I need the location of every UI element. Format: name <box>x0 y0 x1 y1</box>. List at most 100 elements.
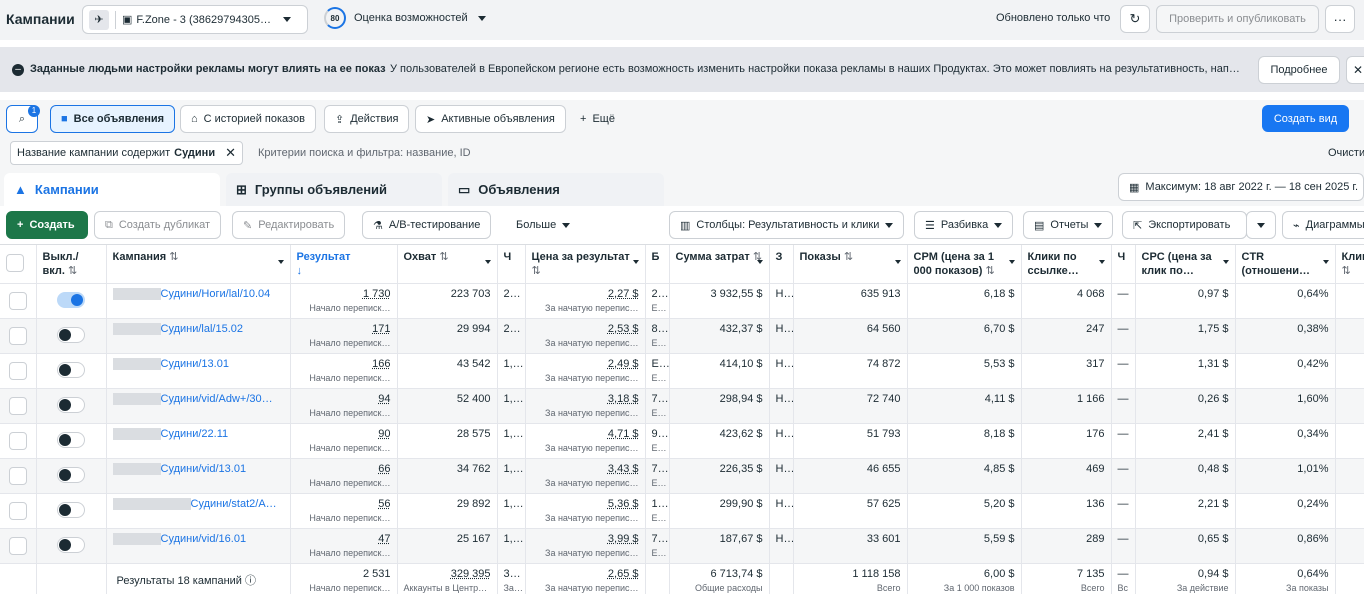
campaign-cell[interactable]: Судини/13.01 <box>106 354 290 389</box>
ab-test-button[interactable]: ⚗ A/B-тестирование <box>362 211 491 239</box>
status-toggle[interactable] <box>57 502 85 518</box>
refresh-button[interactable]: ↻ <box>1120 5 1150 33</box>
charts-button[interactable]: ⌁ Диаграммы <box>1282 211 1364 239</box>
status-toggle[interactable] <box>57 292 85 308</box>
campaign-name-link[interactable]: Судини/vid/16.01 <box>161 533 247 545</box>
account-selector[interactable]: ✈ ▣ F.Zone - 3 (38629794305… <box>82 5 308 34</box>
status-toggle[interactable] <box>57 537 85 553</box>
filter-with-history[interactable]: ⌂ С историей показов <box>180 105 316 133</box>
header-clicks[interactable]: Клики (в ⇅ <box>1335 245 1364 284</box>
opportunity-score[interactable]: 80 Оценка возможностей <box>324 7 486 29</box>
learn-more-button[interactable]: Подробнее <box>1258 56 1340 84</box>
campaign-name-link[interactable]: Судини/vid/13.01 <box>161 463 247 475</box>
campaign-cell[interactable]: Судини/Ноги/lal/10.04 <box>106 284 290 319</box>
create-button[interactable]: + Создать <box>6 211 88 239</box>
date-range-picker[interactable]: ▦ Максимум: 18 авг 2022 г. — 18 сен 2025 … <box>1118 173 1364 201</box>
table-row[interactable]: Судини/22.11 90 Начало переписк… 28 575 1,… 4… <box>0 424 1364 459</box>
header-ctr[interactable]: CTR (отношени… <box>1235 245 1335 284</box>
table-row[interactable]: Судини/vid/13.01 66 Начало переписк… 34 762… <box>0 459 1364 494</box>
header-budget[interactable]: Б <box>645 245 669 284</box>
row-checkbox[interactable] <box>0 494 36 529</box>
row-toggle[interactable] <box>36 529 106 564</box>
select-all-checkbox[interactable] <box>0 245 36 284</box>
header-cpc[interactable]: CPC (цена за клик по… <box>1135 245 1235 284</box>
row-toggle[interactable] <box>36 494 106 529</box>
filter-chip[interactable]: Название кампании содержит Судини ✕ <box>10 141 243 165</box>
header-spend[interactable]: Сумма затрат ⇅ <box>669 245 769 284</box>
row-checkbox[interactable] <box>0 459 36 494</box>
header-ends[interactable]: З <box>769 245 793 284</box>
row-checkbox[interactable] <box>0 424 36 459</box>
campaign-name-link[interactable]: Судини/vid/Adw+/30… <box>161 393 273 405</box>
row-checkbox[interactable] <box>0 284 36 319</box>
more-button[interactable]: Больше <box>506 211 580 239</box>
breakdown-button[interactable]: ☰ Разбивка <box>914 211 1013 239</box>
row-checkbox[interactable] <box>0 529 36 564</box>
table-row[interactable]: Судини/stat2/A… 56 Начало переписк… 29 892 1… <box>0 494 1364 529</box>
row-toggle[interactable] <box>36 284 106 319</box>
table-row[interactable]: Судини/vid/16.01 47 Начало переписк… 25 167… <box>0 529 1364 564</box>
table-row[interactable]: Судини/13.01 166 Начало переписк… 43 542 1,…… <box>0 354 1364 389</box>
campaign-cell[interactable]: Судини/vid/Adw+/30… <box>106 389 290 424</box>
header-link-clicks[interactable]: Клики по ссылке… <box>1021 245 1111 284</box>
header-extra[interactable]: Ч <box>1111 245 1135 284</box>
campaign-cell[interactable]: Судини/22.11 <box>106 424 290 459</box>
header-cost-per-result[interactable]: Цена за результат ⇅ <box>525 245 645 284</box>
review-publish-button[interactable]: Проверить и опубликовать <box>1156 5 1319 33</box>
search-input[interactable]: Критерии поиска и фильтра: название, ID <box>258 147 471 159</box>
create-view-button[interactable]: Создать вид <box>1262 105 1349 132</box>
campaign-cell[interactable]: Судини/lal/15.02 <box>106 319 290 354</box>
table-row[interactable]: Судини/lal/15.02 171 Начало переписк… 29 99… <box>0 319 1364 354</box>
export-button[interactable]: ⇱ Экспортировать <box>1122 211 1247 239</box>
campaign-name-link[interactable]: Судини/stat2/A… <box>191 498 277 510</box>
row-checkbox[interactable] <box>0 389 36 424</box>
header-impressions[interactable]: Показы ⇅ <box>793 245 907 284</box>
header-cpm[interactable]: CPM (цена за 1 000 показов) ⇅ <box>907 245 1021 284</box>
header-campaign[interactable]: Кампания ⇅ <box>106 245 290 284</box>
table-row[interactable]: Судини/vid/Adw+/30… 94 Начало переписк… 52 … <box>0 389 1364 424</box>
status-toggle[interactable] <box>57 362 85 378</box>
row-toggle[interactable] <box>36 319 106 354</box>
header-toggle[interactable]: Выкл./вкл. ⇅ <box>36 245 106 284</box>
header-frequency[interactable]: Ч <box>497 245 525 284</box>
info-icon[interactable]: ⓘ <box>245 575 256 587</box>
row-toggle[interactable] <box>36 424 106 459</box>
reports-button[interactable]: ▤ Отчеты <box>1023 211 1113 239</box>
tab-ads[interactable]: ▭ Объявления <box>448 173 664 206</box>
campaign-cell[interactable]: Судини/vid/13.01 <box>106 459 290 494</box>
row-checkbox[interactable] <box>0 354 36 389</box>
filter-more[interactable]: + Ещё <box>570 105 625 133</box>
row-toggle[interactable] <box>36 459 106 494</box>
table-row[interactable]: Судини/Ноги/lal/10.04 1 730 Начало перепис… <box>0 284 1364 319</box>
tab-adsets[interactable]: ⊞ Группы объявлений <box>226 173 442 206</box>
status-toggle[interactable] <box>57 432 85 448</box>
edit-button[interactable]: ✎ Редактировать <box>232 211 345 239</box>
header-reach[interactable]: Охват ⇅ <box>397 245 497 284</box>
status-toggle[interactable] <box>57 327 85 343</box>
result-value: 166 <box>297 358 391 370</box>
more-options-button[interactable]: ··· <box>1325 5 1355 33</box>
header-result[interactable]: Результат ↓ <box>290 245 397 284</box>
tab-campaigns[interactable]: ▲ Кампании <box>4 173 220 206</box>
row-toggle[interactable] <box>36 389 106 424</box>
row-toggle[interactable] <box>36 354 106 389</box>
total-frequency-sub: За… <box>504 583 519 593</box>
clear-button[interactable]: Очисти <box>1328 147 1364 159</box>
row-checkbox[interactable] <box>0 319 36 354</box>
duplicate-button[interactable]: ⧉ Создать дубликат <box>94 211 221 239</box>
campaign-cell[interactable]: Судини/stat2/A… <box>106 494 290 529</box>
columns-button[interactable]: ▥ Столбцы: Результативность и клики <box>669 211 904 239</box>
campaign-name-link[interactable]: Судини/22.11 <box>161 428 229 440</box>
filter-all-ads[interactable]: ■ Все объявления <box>50 105 175 133</box>
status-toggle[interactable] <box>57 467 85 483</box>
filter-actions[interactable]: ⇪ Действия <box>324 105 409 133</box>
export-dropdown[interactable] <box>1246 211 1276 239</box>
campaign-name-link[interactable]: Судини/13.01 <box>161 358 229 370</box>
campaign-cell[interactable]: Судини/vid/16.01 <box>106 529 290 564</box>
status-toggle[interactable] <box>57 397 85 413</box>
filter-active-ads[interactable]: ➤ Активные объявления <box>415 105 566 133</box>
campaign-name-link[interactable]: Судини/lal/15.02 <box>161 323 244 335</box>
close-icon[interactable]: ✕ <box>225 145 236 161</box>
close-banner-button[interactable]: ✕ <box>1346 56 1364 84</box>
campaign-name-link[interactable]: Судини/Ноги/lal/10.04 <box>161 288 271 300</box>
